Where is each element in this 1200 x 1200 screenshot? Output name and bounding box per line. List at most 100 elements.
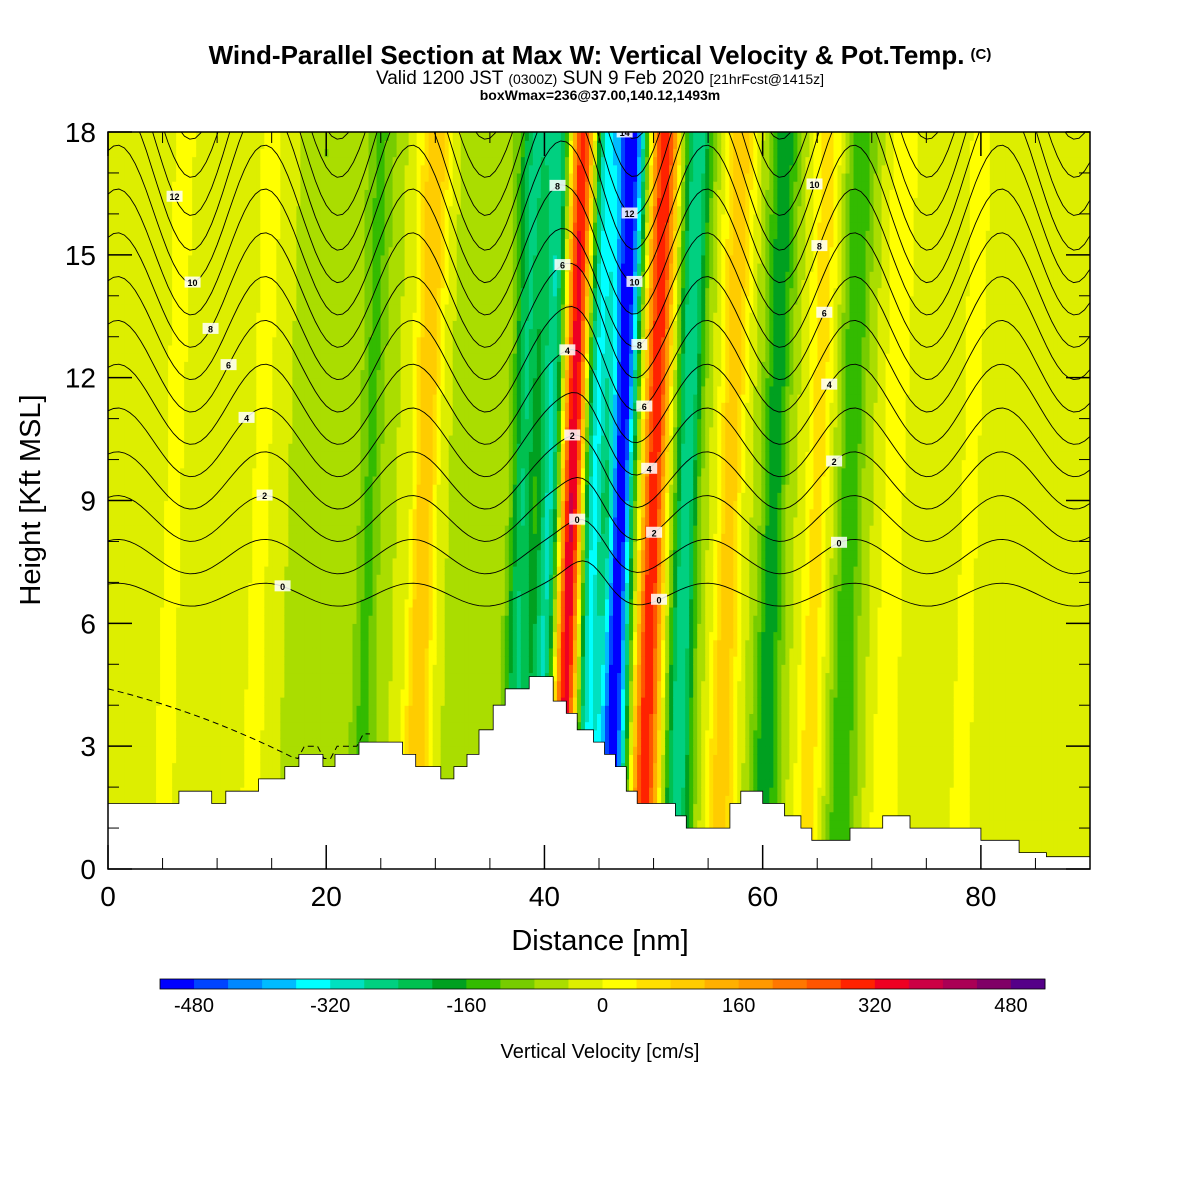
- velocity-cell: [276, 205, 281, 215]
- velocity-cell: [156, 336, 161, 346]
- velocity-cell: [124, 148, 129, 158]
- velocity-cell: [184, 697, 189, 706]
- velocity-cell: [204, 385, 209, 395]
- velocity-cell: [228, 328, 233, 338]
- velocity-cell: [116, 295, 121, 305]
- velocity-cell: [140, 156, 145, 166]
- velocity-cell: [292, 606, 297, 616]
- velocity-cell: [176, 132, 181, 141]
- velocity-cell: [136, 434, 141, 444]
- velocity-cell: [228, 263, 233, 272]
- velocity-cell: [172, 336, 177, 346]
- velocity-cell: [112, 516, 117, 526]
- velocity-cell: [108, 500, 113, 510]
- velocity-cell: [192, 205, 197, 215]
- velocity-cell: [180, 271, 185, 280]
- velocity-cell: [204, 434, 209, 444]
- velocity-cell: [252, 770, 257, 780]
- velocity-cell: [200, 238, 205, 248]
- velocity-cell: [252, 140, 257, 149]
- velocity-cell: [204, 713, 209, 723]
- velocity-cell: [236, 762, 241, 772]
- velocity-cell: [188, 484, 193, 493]
- velocity-cell: [256, 582, 261, 592]
- velocity-cell: [200, 164, 205, 174]
- velocity-cell: [216, 729, 221, 739]
- velocity-cell: [124, 369, 129, 379]
- velocity-cell: [256, 132, 261, 141]
- velocity-cell: [172, 287, 177, 297]
- velocity-cell: [112, 385, 117, 395]
- velocity-cell: [136, 279, 141, 289]
- velocity-cell: [248, 533, 253, 543]
- velocity-cell: [288, 582, 293, 592]
- velocity-cell: [168, 303, 173, 313]
- velocity-cell: [212, 254, 217, 264]
- velocity-cell: [112, 590, 117, 600]
- velocity-cell: [220, 705, 225, 715]
- velocity-cell: [144, 787, 149, 796]
- velocity-cell: [172, 557, 177, 567]
- velocity-cell: [240, 197, 245, 207]
- velocity-cell: [208, 533, 213, 543]
- velocity-cell: [224, 148, 229, 158]
- velocity-cell: [120, 484, 125, 493]
- velocity-cell: [168, 606, 173, 616]
- velocity-cell: [320, 205, 326, 215]
- velocity-cell: [196, 623, 201, 633]
- velocity-cell: [308, 737, 314, 747]
- velocity-cell: [324, 230, 330, 240]
- velocity-cell: [180, 697, 185, 706]
- velocity-cell: [248, 344, 253, 354]
- velocity-cell: [292, 271, 297, 280]
- velocity-cell: [124, 156, 129, 166]
- velocity-cell: [276, 500, 281, 510]
- velocity-cell: [256, 467, 261, 477]
- velocity-cell: [276, 770, 281, 780]
- velocity-cell: [244, 246, 249, 256]
- velocity-cell: [156, 279, 161, 289]
- velocity-cell: [220, 459, 225, 469]
- velocity-cell: [276, 303, 281, 313]
- velocity-cell: [144, 664, 149, 674]
- velocity-cell: [208, 664, 213, 674]
- velocity-cell: [240, 328, 245, 338]
- velocity-cell: [180, 213, 185, 223]
- velocity-cell: [284, 647, 289, 657]
- velocity-cell: [296, 574, 301, 583]
- velocity-cell: [244, 467, 249, 477]
- velocity-cell: [236, 615, 241, 624]
- velocity-cell: [308, 410, 314, 420]
- velocity-cell: [220, 713, 225, 723]
- velocity-cell: [288, 369, 293, 379]
- velocity-cell: [152, 541, 157, 551]
- velocity-cell: [160, 475, 165, 485]
- velocity-cell: [200, 656, 205, 665]
- velocity-cell: [292, 598, 297, 608]
- velocity-cell: [156, 631, 161, 641]
- velocity-cell: [220, 467, 225, 477]
- velocity-cell: [120, 647, 125, 657]
- velocity-cell: [304, 475, 310, 485]
- velocity-cell: [144, 590, 149, 600]
- velocity-cell: [224, 574, 229, 583]
- velocity-cell: [128, 549, 133, 559]
- velocity-cell: [124, 500, 129, 510]
- velocity-cell: [140, 295, 145, 305]
- velocity-cell: [228, 508, 233, 518]
- velocity-cell: [304, 721, 310, 731]
- velocity-cell: [120, 762, 125, 772]
- velocity-cell: [300, 394, 305, 403]
- velocity-cell: [112, 697, 117, 706]
- velocity-cell: [160, 508, 165, 518]
- velocity-cell: [124, 279, 129, 289]
- velocity-cell: [312, 713, 318, 723]
- velocity-cell: [288, 361, 293, 371]
- velocity-cell: [180, 500, 185, 510]
- velocity-cell: [236, 533, 241, 543]
- velocity-cell: [268, 574, 273, 583]
- velocity-cell: [148, 402, 153, 412]
- velocity-cell: [320, 328, 326, 338]
- velocity-cell: [308, 467, 314, 477]
- velocity-cell: [228, 656, 233, 665]
